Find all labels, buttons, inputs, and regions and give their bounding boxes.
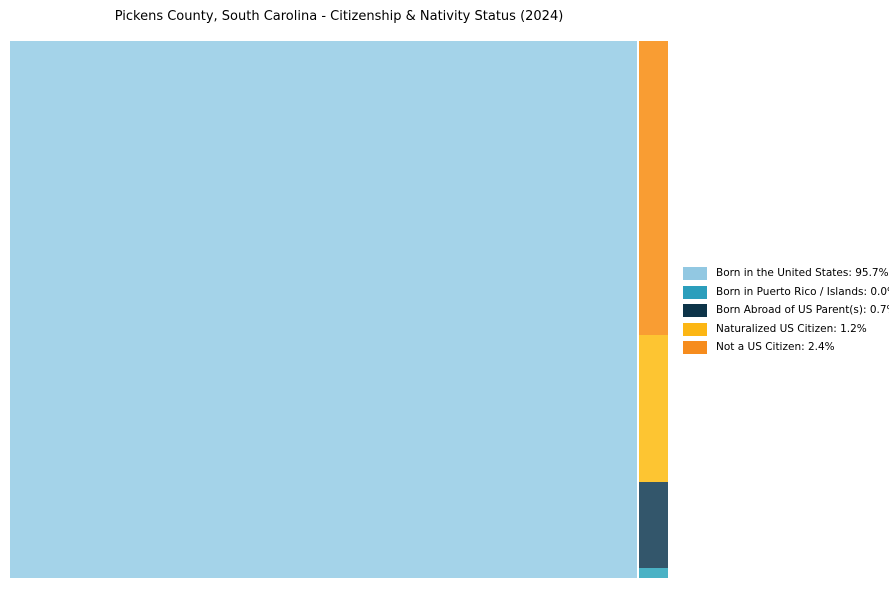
legend-item-born-in-the-united-states: Born in the United States: 95.7% xyxy=(683,267,889,280)
legend-item-not-a-us-citizen: Not a US Citizen: 2.4% xyxy=(683,341,889,354)
legend-item-naturalized-us-citizen: Naturalized US Citizen: 1.2% xyxy=(683,322,889,336)
legend-label: Born Abroad of US Parent(s): 0.7% xyxy=(716,304,889,316)
treemap-tile-born-in-the-united-states xyxy=(10,41,637,578)
legend-swatch xyxy=(683,341,707,354)
legend-swatch xyxy=(683,322,707,336)
treemap-tile-not-a-us-citizen xyxy=(639,41,668,336)
treemap-column xyxy=(639,41,668,578)
legend-label: Born in Puerto Rico / Islands: 0.0% xyxy=(716,285,889,298)
legend-swatch xyxy=(683,285,707,299)
legend-swatch xyxy=(683,267,707,280)
tile-gap xyxy=(637,41,639,578)
legend-swatch xyxy=(683,304,707,317)
treemap-tile-born-in-puerto-rico-islands xyxy=(639,567,668,578)
legend-label: Naturalized US Citizen: 1.2% xyxy=(716,322,867,335)
legend-label: Not a US Citizen: 2.4% xyxy=(716,341,835,353)
chart-title: Pickens County, South Carolina - Citizen… xyxy=(114,9,564,24)
treemap-plot-area xyxy=(10,41,668,578)
legend: Born in the United States: 95.7% Born in … xyxy=(683,267,889,360)
legend-item-born-in-puerto-rico-islands: Born in Puerto Rico / Islands: 0.0% xyxy=(683,285,889,299)
legend-label: Born in the United States: 95.7% xyxy=(716,267,889,279)
treemap-tile-born-abroad-of-us-parent-s xyxy=(639,482,668,568)
treemap-tile-naturalized-us-citizen xyxy=(639,335,668,483)
legend-item-born-abroad-of-us-parent-s: Born Abroad of US Parent(s): 0.7% xyxy=(683,304,889,317)
